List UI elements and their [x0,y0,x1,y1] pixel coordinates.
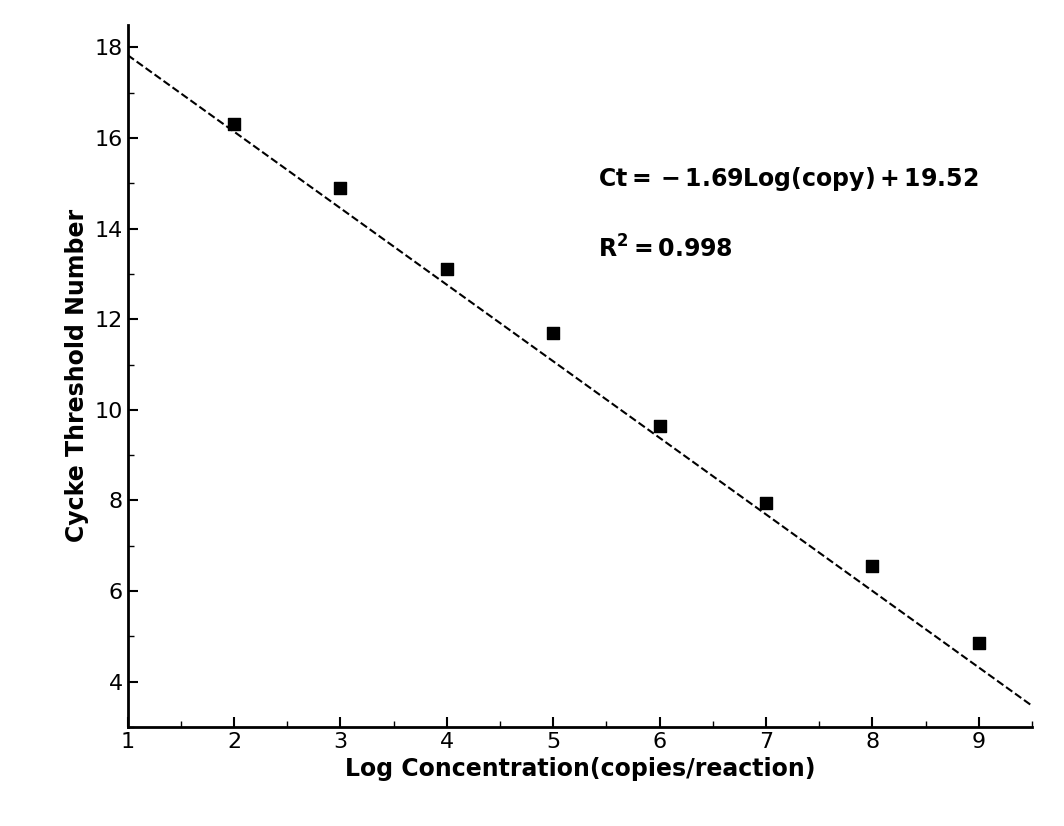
Point [226,118,243,131]
Point [864,559,881,572]
Text: $\mathbf{Ct=-1.69Log(copy)+19.52}$: $\mathbf{Ct=-1.69Log(copy)+19.52}$ [598,165,979,193]
Point [758,496,775,510]
Point [438,263,455,276]
Point [545,326,562,339]
X-axis label: Log Concentration(copies/reaction): Log Concentration(copies/reaction) [345,757,815,781]
Text: $\mathbf{R^2=0.998}$: $\mathbf{R^2=0.998}$ [598,236,733,263]
Y-axis label: Cycke Threshold Number: Cycke Threshold Number [65,209,89,543]
Point [651,419,668,432]
Point [332,181,349,194]
Point [970,637,987,650]
